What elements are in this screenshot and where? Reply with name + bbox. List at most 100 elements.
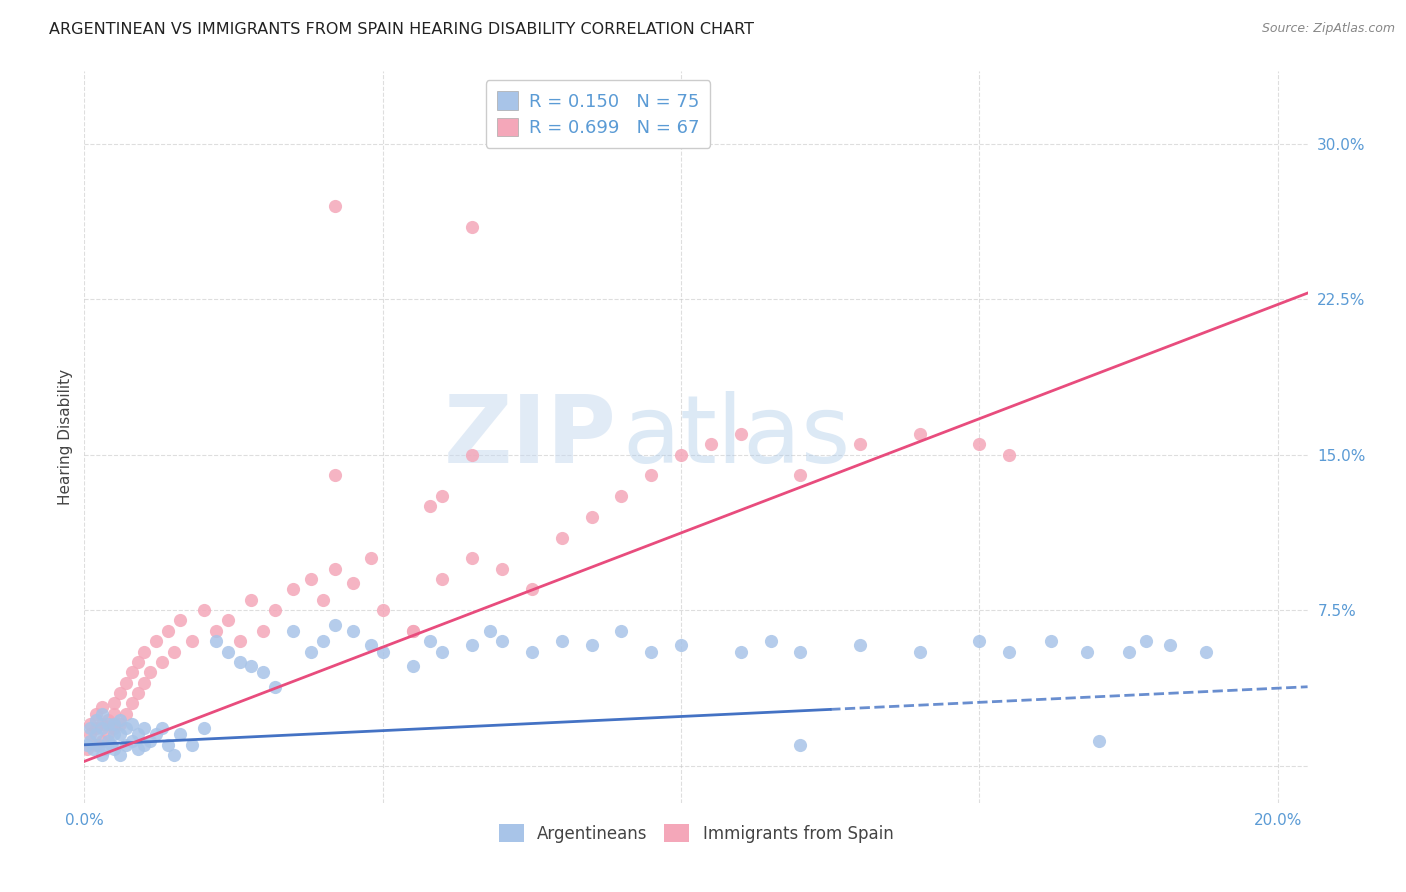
Point (193, 603, 215, 617)
Point (908, 644, 931, 658)
Point (371, 603, 394, 617)
Point (323, 199, 346, 213)
Point (252, 665, 274, 680)
Point (108, 686, 131, 700)
Text: ARGENTINEAN VS IMMIGRANTS FROM SPAIN HEARING DISABILITY CORRELATION CHART: ARGENTINEAN VS IMMIGRANTS FROM SPAIN HEA… (49, 22, 754, 37)
Point (312, 592, 335, 607)
Text: ZIP: ZIP (443, 391, 616, 483)
Point (108, 713, 131, 727)
Point (108, 727, 131, 741)
Point (360, 638, 382, 652)
Point (84, 713, 107, 727)
Point (908, 427, 931, 442)
Point (461, 219, 484, 234)
Point (121, 696, 143, 710)
Point (610, 489, 633, 503)
Point (789, 738, 811, 752)
Point (121, 717, 143, 731)
Point (323, 468, 346, 483)
Point (491, 634, 513, 648)
Point (299, 572, 322, 586)
Point (969, 634, 991, 648)
Point (640, 468, 662, 483)
Point (193, 721, 215, 735)
Point (91, 700, 114, 714)
Point (108, 717, 131, 731)
Point (312, 634, 335, 648)
Point (789, 644, 811, 658)
Point (79, 721, 101, 735)
Point (461, 551, 484, 566)
Point (97, 713, 120, 727)
Point (132, 721, 155, 735)
Point (91, 717, 114, 731)
Point (180, 738, 202, 752)
Point (461, 638, 484, 652)
Point (127, 655, 149, 669)
Point (132, 738, 155, 752)
Point (132, 675, 155, 690)
Y-axis label: Hearing Disability: Hearing Disability (58, 369, 73, 505)
Point (581, 509, 603, 524)
Point (432, 489, 454, 503)
Point (84, 721, 107, 735)
Point (520, 644, 543, 658)
Point (169, 727, 191, 741)
Point (520, 582, 543, 597)
Point (204, 624, 226, 638)
Point (103, 717, 125, 731)
Point (640, 644, 662, 658)
Point (115, 738, 138, 752)
Point (401, 624, 423, 638)
Point (127, 686, 149, 700)
Point (115, 675, 138, 690)
Point (91, 733, 114, 747)
Point (150, 721, 173, 735)
Point (84, 706, 107, 721)
Point (97, 717, 120, 731)
Point (84, 727, 107, 741)
Point (228, 634, 250, 648)
Point (1040, 634, 1063, 648)
Point (969, 437, 991, 451)
Point (217, 614, 239, 628)
Point (91, 721, 114, 735)
Text: Source: ZipAtlas.com: Source: ZipAtlas.com (1261, 22, 1395, 36)
Point (103, 706, 125, 721)
Point (401, 659, 423, 673)
Point (217, 644, 239, 658)
Point (432, 572, 454, 586)
Point (849, 638, 872, 652)
Point (283, 624, 305, 638)
Point (342, 624, 364, 638)
Point (84, 738, 107, 752)
Point (150, 655, 173, 669)
Point (998, 448, 1021, 462)
Point (228, 655, 250, 669)
Point (115, 706, 138, 721)
Point (789, 468, 811, 483)
Point (79, 717, 101, 731)
Point (432, 644, 454, 658)
Point (163, 644, 186, 658)
Point (323, 617, 346, 632)
Point (998, 644, 1021, 658)
Point (730, 644, 752, 658)
Point (1135, 634, 1157, 648)
Point (1118, 644, 1140, 658)
Point (139, 665, 162, 680)
Point (82, 742, 104, 756)
Point (103, 742, 125, 756)
Point (491, 562, 513, 576)
Point (551, 531, 574, 545)
Point (551, 634, 574, 648)
Point (91, 748, 114, 763)
Point (479, 624, 502, 638)
Point (180, 634, 202, 648)
Point (1159, 638, 1181, 652)
Point (89, 738, 111, 752)
Point (156, 624, 179, 638)
Point (121, 733, 143, 747)
Point (108, 748, 131, 763)
Point (163, 748, 186, 763)
